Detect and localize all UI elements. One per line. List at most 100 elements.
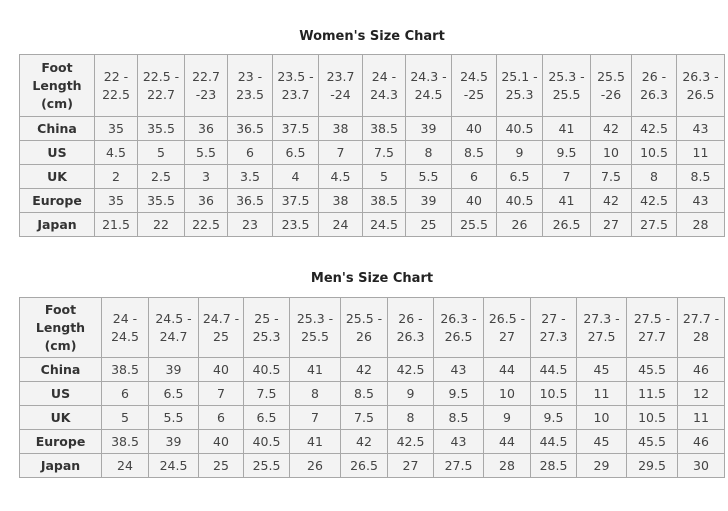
size-cell: 44 [483,357,531,382]
size-cell: 24.5 [148,453,199,478]
size-cell: 9.5 [542,140,591,165]
size-cell: 37.5 [272,188,319,213]
size-cell: 10 [483,381,531,406]
size-cell: 9 [387,381,434,406]
size-cell: 27 [590,212,632,237]
size-cell: 28 [676,212,725,237]
foot-length-header: Foot Length (cm) [19,297,102,358]
size-cell: 30 [677,453,725,478]
row-label: China [19,357,102,382]
size-cell: 11 [677,405,725,430]
size-cell: 38.5 [101,429,149,454]
size-cell: 10.5 [626,405,678,430]
row-label: US [19,381,102,406]
size-cell: 25.5 [451,212,497,237]
foot-length-cell: 24 - 24.3 [362,54,406,117]
row-label: China [19,116,95,141]
foot-length-cell: 25 - 25.3 [243,297,290,358]
size-cell: 42.5 [631,188,677,213]
size-cell: 8.5 [676,164,725,189]
size-cell: 39 [148,429,199,454]
size-cell: 39 [405,188,452,213]
size-cell: 35.5 [137,116,185,141]
size-cell: 8.5 [340,381,388,406]
size-cell: 26.5 [340,453,388,478]
womens-size-chart-title: Women's Size Chart [299,29,445,44]
size-row-china: China 35 35.5 36 36.5 37.5 38 38.5 39 40 40.5 41 42 4… [19,116,725,141]
size-cell: 46 [677,429,725,454]
size-cell: 7.5 [362,140,406,165]
size-cell: 23 [227,212,273,237]
row-label: Europe [19,429,102,454]
size-cell: 6 [227,140,273,165]
size-cell: 40 [451,188,497,213]
size-cell: 41 [289,429,341,454]
size-cell: 42.5 [631,116,677,141]
foot-length-cell: 24 - 24.5 [101,297,149,358]
foot-length-cell: 27.7 - 28 [677,297,725,358]
size-row-us: US 6 6.5 7 7.5 8 8.5 9 9.5 10 10.5 11 11.5 12 [19,381,725,406]
size-cell: 7 [198,381,244,406]
size-cell: 43 [433,429,484,454]
size-cell: 9 [483,405,531,430]
size-cell: 23.5 [272,212,319,237]
size-row-uk: UK 5 5.5 6 6.5 7 7.5 8 8.5 9 9.5 10 10.5 11 [19,405,725,430]
foot-length-cell: 22.7 -23 [184,54,228,117]
size-cell: 6 [101,381,149,406]
foot-length-cell: 27 - 27.3 [530,297,577,358]
size-cell: 10 [576,405,627,430]
size-cell: 21.5 [94,212,138,237]
size-cell: 45 [576,357,627,382]
row-label: UK [19,405,102,430]
size-cell: 7.5 [340,405,388,430]
size-cell: 22 [137,212,185,237]
size-cell: 36.5 [227,188,273,213]
foot-length-cell: 27.3 - 27.5 [576,297,627,358]
size-cell: 36 [184,116,228,141]
size-cell: 42.5 [387,357,434,382]
foot-length-cell: 24.7 - 25 [198,297,244,358]
size-cell: 7.5 [590,164,632,189]
size-row-china: China 38.5 39 40 40.5 41 42 42.5 43 44 44.5 45 45.5 4… [19,357,725,382]
size-cell: 28 [483,453,531,478]
size-cell: 24.5 [362,212,406,237]
size-cell: 8 [631,164,677,189]
size-cell: 40.5 [496,116,543,141]
foot-length-cell: 23.5 - 23.7 [272,54,319,117]
size-cell: 2 [94,164,138,189]
size-cell: 4.5 [318,164,363,189]
size-cell: 38 [318,116,363,141]
size-cell: 24 [101,453,149,478]
foot-length-cell: 24.5 - 24.7 [148,297,199,358]
size-cell: 28.5 [530,453,577,478]
size-cell: 38.5 [362,188,406,213]
size-cell: 39 [148,357,199,382]
size-cell: 41 [542,188,591,213]
size-row-japan: Japan 21.5 22 22.5 23 23.5 24 24.5 25 25.5 26 26.5 2… [19,212,725,237]
size-cell: 2.5 [137,164,185,189]
size-cell: 6 [198,405,244,430]
size-cell: 35 [94,116,138,141]
size-cell: 10 [590,140,632,165]
size-cell: 11 [676,140,725,165]
size-cell: 6.5 [272,140,319,165]
size-cell: 24 [318,212,363,237]
size-cell: 40.5 [243,429,290,454]
size-cell: 12 [677,381,725,406]
foot-length-row: Foot Length (cm) 24 - 24.5 24.5 - 24.7 24.7… [19,297,725,358]
size-cell: 8 [289,381,341,406]
foot-length-cell: 25.5 - 26 [340,297,388,358]
foot-length-cell: 22 - 22.5 [94,54,138,117]
foot-length-cell: 24.3 - 24.5 [405,54,452,117]
size-cell: 7 [542,164,591,189]
size-cell: 9 [496,140,543,165]
size-row-europe: Europe 35 35.5 36 36.5 37.5 38 38.5 39 40 40.5 41 42… [19,188,725,213]
row-label: Japan [19,212,95,237]
size-cell: 41 [542,116,591,141]
size-cell: 25 [405,212,452,237]
size-cell: 46 [677,357,725,382]
size-cell: 25.5 [243,453,290,478]
size-cell: 8.5 [433,405,484,430]
size-cell: 7 [318,140,363,165]
size-cell: 39 [405,116,452,141]
